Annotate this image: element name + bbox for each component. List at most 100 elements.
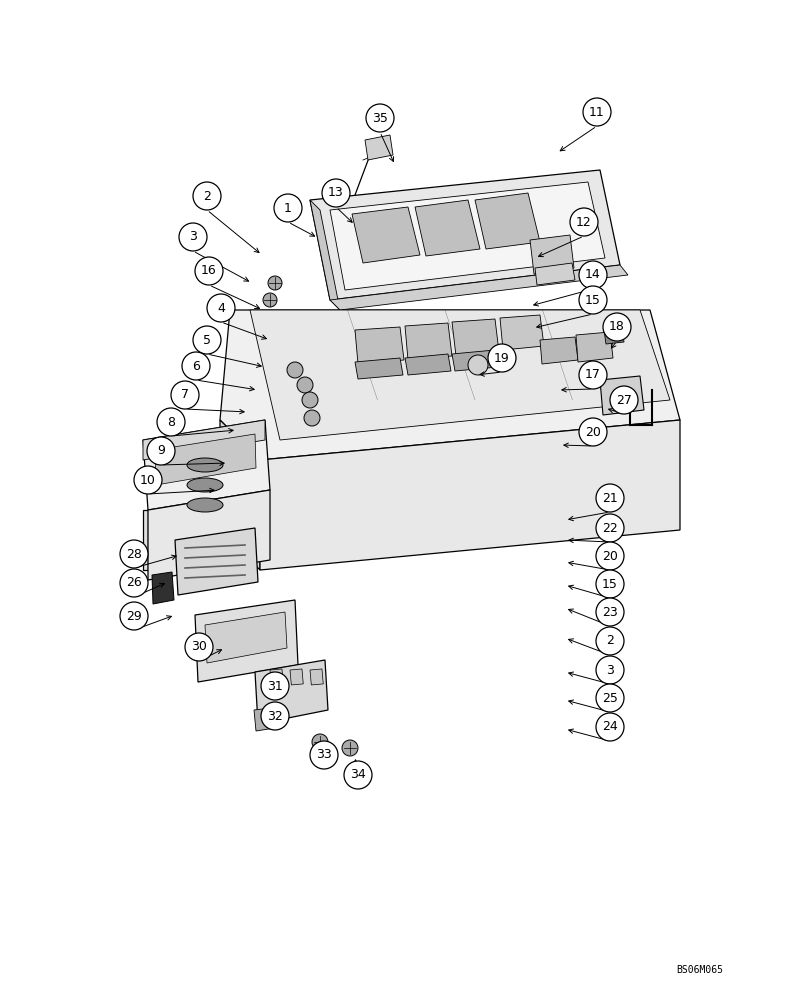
Text: 29: 29 [126, 609, 142, 622]
Polygon shape [310, 170, 620, 300]
Text: 17: 17 [585, 368, 600, 381]
Circle shape [595, 484, 623, 512]
Circle shape [120, 540, 148, 568]
Circle shape [595, 656, 623, 684]
Polygon shape [365, 135, 393, 160]
Text: 10: 10 [139, 474, 156, 487]
Polygon shape [534, 263, 574, 285]
Text: 4: 4 [217, 302, 225, 314]
Circle shape [268, 276, 281, 290]
Polygon shape [310, 200, 340, 310]
Circle shape [302, 392, 318, 408]
Text: 21: 21 [602, 491, 617, 504]
Text: 16: 16 [201, 264, 217, 277]
Text: 34: 34 [350, 768, 366, 782]
Circle shape [178, 223, 207, 251]
Polygon shape [254, 708, 275, 731]
Circle shape [273, 194, 302, 222]
Circle shape [582, 98, 610, 126]
Polygon shape [329, 182, 604, 290]
Polygon shape [500, 315, 543, 350]
Polygon shape [255, 660, 328, 724]
Circle shape [322, 179, 350, 207]
Text: 32: 32 [267, 710, 282, 722]
Text: 8: 8 [167, 416, 175, 428]
Circle shape [595, 713, 623, 741]
Text: 11: 11 [589, 105, 604, 118]
Polygon shape [351, 207, 419, 263]
Polygon shape [414, 200, 479, 256]
Bar [270, 669, 283, 685]
Bar [290, 669, 303, 685]
Text: 27: 27 [616, 393, 631, 406]
Circle shape [147, 437, 175, 465]
Polygon shape [603, 328, 623, 344]
Text: 28: 28 [126, 548, 142, 560]
Circle shape [263, 293, 277, 307]
Polygon shape [329, 265, 627, 310]
Circle shape [193, 326, 221, 354]
Text: 13: 13 [328, 186, 343, 200]
Text: 22: 22 [602, 522, 617, 534]
Polygon shape [220, 420, 260, 570]
Text: 25: 25 [601, 692, 617, 704]
Polygon shape [405, 354, 450, 375]
Text: 15: 15 [601, 578, 617, 590]
Circle shape [595, 514, 623, 542]
Circle shape [260, 672, 289, 700]
Circle shape [487, 344, 515, 372]
Text: 33: 33 [315, 748, 332, 762]
Text: 3: 3 [189, 231, 197, 243]
Circle shape [134, 466, 162, 494]
Circle shape [595, 598, 623, 626]
Polygon shape [539, 337, 577, 364]
Text: 35: 35 [371, 111, 388, 124]
Text: 5: 5 [203, 334, 211, 347]
Circle shape [467, 355, 487, 375]
Text: 3: 3 [605, 664, 613, 676]
Text: 9: 9 [157, 444, 165, 458]
Circle shape [193, 182, 221, 210]
Circle shape [310, 741, 337, 769]
Text: 18: 18 [608, 320, 624, 334]
Polygon shape [354, 327, 404, 364]
Circle shape [120, 602, 148, 630]
Circle shape [120, 569, 148, 597]
Circle shape [595, 627, 623, 655]
Circle shape [366, 104, 393, 132]
Circle shape [595, 570, 623, 598]
Polygon shape [148, 490, 270, 580]
Circle shape [303, 410, 320, 426]
Text: 14: 14 [585, 268, 600, 282]
Circle shape [182, 352, 210, 380]
Circle shape [578, 361, 607, 389]
Text: 24: 24 [602, 720, 617, 734]
Ellipse shape [187, 458, 223, 472]
Polygon shape [152, 572, 174, 604]
Ellipse shape [187, 498, 223, 512]
Text: BS06M065: BS06M065 [676, 965, 723, 975]
Text: 31: 31 [267, 680, 282, 692]
Circle shape [569, 208, 597, 236]
Polygon shape [354, 358, 402, 379]
Text: 2: 2 [605, 635, 613, 648]
Text: 20: 20 [585, 426, 600, 438]
Polygon shape [599, 376, 643, 415]
Circle shape [195, 257, 223, 285]
Circle shape [207, 294, 234, 322]
Circle shape [344, 761, 371, 789]
Circle shape [297, 377, 312, 393]
Circle shape [578, 418, 607, 446]
Polygon shape [155, 434, 255, 485]
Text: 7: 7 [181, 388, 189, 401]
Circle shape [171, 381, 199, 409]
Text: 12: 12 [576, 216, 591, 229]
Polygon shape [452, 350, 497, 371]
Circle shape [341, 740, 358, 756]
Circle shape [185, 633, 212, 661]
Circle shape [286, 362, 303, 378]
Polygon shape [220, 310, 679, 460]
Text: 20: 20 [601, 550, 617, 562]
Circle shape [311, 734, 328, 750]
Circle shape [595, 542, 623, 570]
